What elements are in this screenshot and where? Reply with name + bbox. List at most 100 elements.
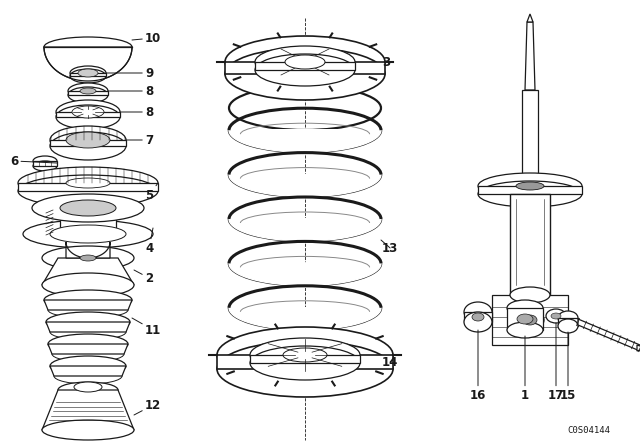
Ellipse shape	[217, 327, 393, 383]
Polygon shape	[464, 312, 492, 322]
Ellipse shape	[42, 246, 134, 270]
Ellipse shape	[48, 302, 128, 318]
Text: 8: 8	[108, 85, 153, 98]
Ellipse shape	[23, 220, 153, 248]
Ellipse shape	[516, 310, 544, 330]
Text: 16: 16	[470, 330, 486, 401]
Ellipse shape	[464, 302, 492, 322]
Ellipse shape	[250, 346, 360, 380]
Text: 15: 15	[560, 332, 576, 401]
Polygon shape	[33, 161, 57, 166]
Ellipse shape	[58, 382, 118, 398]
Ellipse shape	[50, 132, 126, 160]
Polygon shape	[42, 258, 134, 285]
Polygon shape	[48, 344, 128, 354]
Ellipse shape	[523, 315, 537, 325]
Polygon shape	[525, 22, 535, 90]
Ellipse shape	[250, 338, 360, 372]
Text: 14: 14	[382, 356, 398, 369]
Ellipse shape	[52, 346, 124, 362]
Ellipse shape	[225, 36, 385, 88]
Polygon shape	[46, 322, 130, 332]
Ellipse shape	[56, 100, 120, 124]
Polygon shape	[255, 62, 355, 70]
Ellipse shape	[44, 290, 132, 310]
Ellipse shape	[50, 225, 126, 243]
Ellipse shape	[68, 87, 108, 103]
Text: 12: 12	[134, 399, 161, 415]
Ellipse shape	[33, 156, 57, 166]
Ellipse shape	[551, 313, 561, 319]
Ellipse shape	[283, 348, 327, 362]
Polygon shape	[229, 219, 381, 241]
Polygon shape	[516, 178, 544, 186]
Ellipse shape	[558, 319, 578, 333]
Ellipse shape	[42, 273, 134, 297]
Ellipse shape	[50, 356, 126, 376]
Ellipse shape	[33, 161, 57, 171]
Polygon shape	[217, 355, 393, 369]
Ellipse shape	[507, 300, 543, 316]
Text: 3: 3	[382, 56, 390, 69]
Polygon shape	[50, 366, 126, 376]
Ellipse shape	[50, 324, 126, 340]
Text: 1: 1	[521, 336, 529, 401]
Polygon shape	[507, 308, 543, 330]
Ellipse shape	[46, 312, 130, 332]
Ellipse shape	[72, 106, 104, 118]
Polygon shape	[44, 47, 132, 81]
Ellipse shape	[74, 382, 102, 392]
Ellipse shape	[225, 48, 385, 100]
Ellipse shape	[54, 368, 122, 384]
Ellipse shape	[464, 312, 492, 332]
Text: 7: 7	[126, 134, 153, 146]
Polygon shape	[492, 295, 568, 345]
Text: 2: 2	[134, 270, 153, 284]
Ellipse shape	[66, 132, 110, 148]
Polygon shape	[558, 318, 578, 326]
Ellipse shape	[255, 54, 355, 86]
Polygon shape	[50, 140, 126, 146]
Polygon shape	[66, 242, 110, 258]
Text: 9: 9	[106, 66, 153, 79]
Polygon shape	[522, 90, 538, 178]
Polygon shape	[229, 263, 381, 285]
Ellipse shape	[478, 181, 582, 207]
Polygon shape	[527, 14, 533, 22]
Ellipse shape	[478, 173, 582, 199]
Polygon shape	[510, 194, 550, 295]
Ellipse shape	[60, 200, 116, 216]
Polygon shape	[70, 73, 106, 76]
Polygon shape	[478, 186, 582, 194]
Ellipse shape	[510, 287, 550, 303]
Ellipse shape	[255, 46, 355, 78]
Text: 17: 17	[548, 323, 564, 401]
Ellipse shape	[217, 341, 393, 397]
Ellipse shape	[80, 255, 96, 261]
Text: 4: 4	[145, 228, 153, 254]
Ellipse shape	[48, 334, 128, 354]
Ellipse shape	[70, 69, 106, 83]
Ellipse shape	[516, 182, 544, 190]
Ellipse shape	[517, 314, 533, 324]
Polygon shape	[225, 62, 385, 74]
Polygon shape	[42, 390, 134, 430]
Text: 13: 13	[381, 240, 398, 254]
Ellipse shape	[32, 194, 144, 222]
Ellipse shape	[78, 69, 98, 77]
Ellipse shape	[42, 420, 134, 440]
Ellipse shape	[285, 55, 325, 69]
Ellipse shape	[18, 175, 158, 207]
Polygon shape	[44, 300, 132, 310]
Ellipse shape	[44, 37, 132, 57]
Text: 8: 8	[120, 105, 153, 119]
Polygon shape	[68, 91, 108, 95]
Ellipse shape	[56, 105, 120, 129]
Ellipse shape	[507, 322, 543, 338]
Text: 6: 6	[10, 155, 57, 168]
Ellipse shape	[66, 178, 110, 188]
Polygon shape	[578, 319, 640, 351]
Polygon shape	[229, 308, 381, 330]
Polygon shape	[18, 183, 158, 191]
Polygon shape	[229, 175, 381, 197]
